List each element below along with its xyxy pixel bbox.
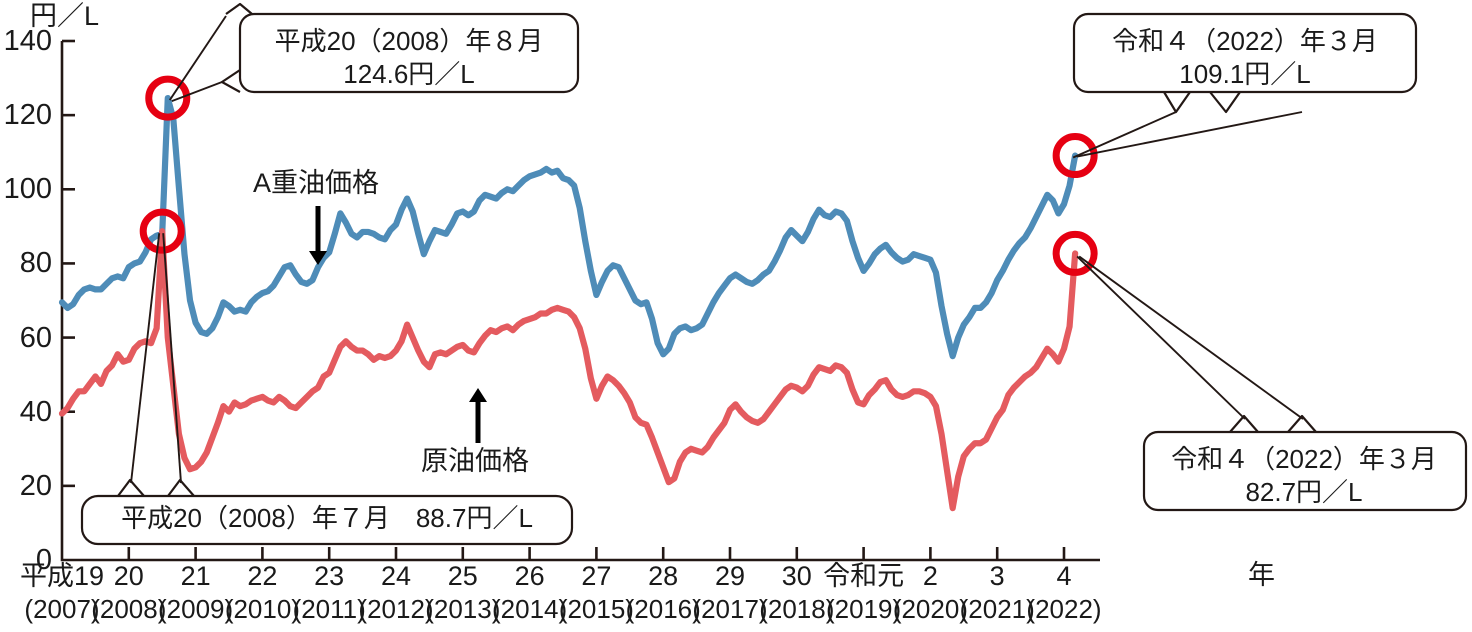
- axis-lines: [60, 39, 1100, 562]
- callout-box-heavy-peak-2008: [238, 12, 580, 94]
- x-axis-year-label-2015: (2015): [558, 594, 634, 624]
- callout-tail-heavy-peak-2008-bottom: [220, 69, 241, 93]
- x-axis-year-label-2022: (2022): [1026, 594, 1102, 624]
- callout-line-2: 109.1円／L: [1179, 59, 1311, 90]
- series-label-crude-oil: 原油価格: [421, 446, 529, 476]
- callout-heavy-peak-2008: 平成20（2008）年８月 124.6円／L: [251, 25, 567, 92]
- x-axis-era-label-2014: 26: [514, 561, 545, 591]
- callout-heavy-2022: 令和４（2022）年３月 109.1円／L: [1085, 25, 1405, 92]
- x-axis-era-label-2012: 24: [380, 561, 412, 591]
- x-axis-unit-label: 年: [1248, 560, 1275, 590]
- x-axis-era-label-2019: 令和元: [823, 561, 905, 591]
- callout-line-1: 平成20（2008）年７月 88.7円／L: [121, 503, 533, 533]
- callout-tail-heavy-2022-right: [1209, 91, 1241, 114]
- x-axis-year-label-2013: (2013): [425, 594, 501, 624]
- leader-heavy-peak-2008-b: [171, 81, 223, 102]
- x-axis-era-label-2011: 23: [314, 561, 345, 591]
- x-axis-year-label-2009: (2009): [158, 594, 234, 624]
- y-axis-tick-40: 40: [19, 395, 52, 428]
- x-axis-year-label-2011: (2011): [292, 594, 366, 624]
- arrow-crude-oil-label: [469, 388, 487, 443]
- series-label-heavy-oil: A重油価格: [253, 168, 380, 198]
- y-axis-tick-0: 0: [35, 544, 52, 576]
- x-axis-era-label-2010: 22: [247, 561, 278, 591]
- highlight-markers: [139, 75, 1098, 276]
- callout-tail-crude-peak-2008-left: [117, 478, 145, 497]
- x-axis-era-label-2013: 25: [447, 561, 478, 591]
- y-axis-tick-140: 140: [3, 25, 52, 57]
- x-axis-era-label-2021: 3: [989, 561, 1005, 591]
- x-axis-year-label-2016: (2016): [625, 594, 701, 624]
- x-axis-era-label-2022: 4: [1056, 561, 1072, 591]
- x-axis-year-label-2017: (2017): [692, 594, 768, 624]
- leader-crude-2022-b: [1078, 255, 1304, 420]
- callout-leader-lines: [130, 15, 1304, 484]
- leader-heavy-2022-b: [1076, 111, 1303, 158]
- series-lines: [58, 94, 1079, 512]
- x-axis-era-label-2018: 30: [781, 561, 812, 591]
- callout-line-2: 124.6円／L: [343, 59, 475, 90]
- y-axis-tick-100: 100: [3, 173, 52, 206]
- x-axis-year-label-2018: (2018): [759, 594, 835, 624]
- callout-crude-2022: 令和４（2022）年３月 82.7円／L: [1154, 443, 1454, 510]
- leader-heavy-2022-a: [1072, 111, 1177, 159]
- callout-line-1: 令和４（2022）年３月: [1112, 26, 1378, 56]
- leader-crude-peak-2008-b: [162, 233, 182, 484]
- callout-tail-crude-peak-2008-right: [167, 478, 195, 497]
- x-axis-year-label-2010: (2010): [224, 594, 300, 624]
- annotation-arrows: [309, 206, 487, 443]
- callout-crude-peak-2008: 平成20（2008）年７月 88.7円／L: [92, 505, 562, 531]
- x-axis-era-label-2007: 平成19: [19, 561, 105, 591]
- x-axis-era-label-2009: 21: [180, 561, 211, 591]
- x-axis-era-label-2015: 27: [581, 561, 612, 591]
- x-axis-year-label-2020: (2020): [892, 594, 968, 624]
- callout-boxes: [80, 2, 1468, 546]
- y-axis-tick-20: 20: [19, 469, 52, 502]
- callout-tail-crude-2022-left: [1229, 414, 1259, 433]
- x-axis-era-label-2020: 2: [922, 561, 938, 591]
- callout-line-1: 令和４（2022）年３月: [1171, 444, 1437, 474]
- callout-line-1: 平成20（2008）年８月: [274, 26, 544, 56]
- callout-line-2: 82.7円／L: [1245, 477, 1363, 508]
- callout-tail-crude-2022-right: [1287, 414, 1317, 433]
- x-axis-era-label-2017: 29: [714, 561, 746, 591]
- x-axis-year-label-2007: (2007): [24, 594, 100, 624]
- callout-box-crude-peak-2008: [80, 494, 574, 546]
- y-axis-tick-80: 80: [19, 247, 52, 280]
- callout-box-crude-2022: [1142, 430, 1468, 512]
- x-axis-year-label-2012: (2012): [358, 594, 434, 624]
- y-axis-tick-120: 120: [3, 99, 52, 132]
- leader-crude-2022-a: [1076, 255, 1246, 420]
- x-axis-era-label-2016: 28: [648, 561, 679, 591]
- x-axis-year-label-2014: (2014): [492, 594, 568, 624]
- x-axis-year-label-2021: (2021): [959, 594, 1035, 624]
- x-axis-year-label-2008: (2008): [91, 594, 167, 624]
- arrow-heavy-oil-label: [309, 206, 327, 265]
- x-axis-year-label-2019: (2019): [826, 594, 902, 624]
- callout-box-heavy-2022: [1072, 12, 1418, 94]
- callout-tail-heavy-2022-left: [1163, 91, 1191, 114]
- leader-heavy-peak-2008-a: [168, 15, 227, 101]
- x-axis-era-label-2008: 20: [113, 561, 144, 591]
- y-axis-unit-label: 円／L: [30, 1, 100, 31]
- callout-tail-heavy-peak-2008-top: [225, 2, 253, 15]
- y-axis-tick-60: 60: [19, 321, 52, 354]
- leader-crude-peak-2008-a: [130, 233, 161, 484]
